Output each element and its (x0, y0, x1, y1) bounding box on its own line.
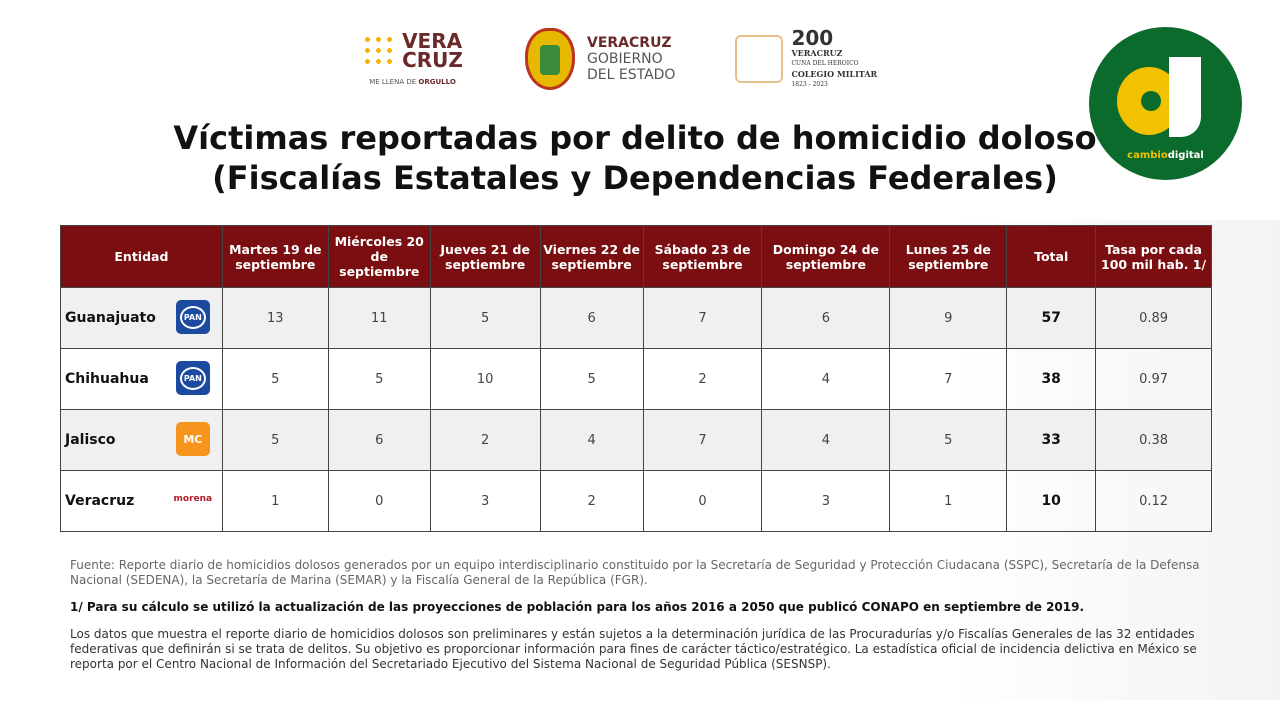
total-cell: 57 (1006, 287, 1097, 349)
logo-text: GOBIERNO (587, 51, 663, 67)
logo-text: CUNA DEL HEROICO (791, 60, 859, 67)
party-logo-icon: PAN (175, 361, 210, 395)
value-cell: 9 (889, 287, 1008, 349)
rate-cell: 0.89 (1095, 287, 1212, 349)
column-header: Martes 19 de septiembre (221, 225, 329, 288)
veracruz-brand-logo: VERA CRUZ ME LLENA DE ORGULLO (360, 29, 465, 86)
logo-tagline-bold: ORGULLO (418, 78, 456, 86)
party-label: PAN (179, 305, 206, 329)
value-cell: 13 (221, 287, 329, 349)
column-header: Miércoles 20 de septiembre (327, 225, 431, 288)
value-cell: 4 (539, 409, 644, 471)
logo-text: CRUZ (402, 48, 463, 72)
value-cell: 6 (539, 287, 644, 349)
total-cell: 10 (1006, 470, 1097, 532)
entity-name: Veracruz (65, 493, 135, 509)
bicentenario-logo: 200 VERACRUZ CUNA DEL HEROICO COLEGIO MILIT… (735, 28, 877, 90)
entity-cell: Jalisco MC (60, 409, 223, 471)
table-row: Chihuahua PAN 5 5 10 5 2 4 7 38 0.97 (60, 348, 1212, 410)
coat-of-arms-icon (525, 28, 575, 90)
logo-text: VERACRUZ (791, 48, 843, 58)
logo-text: 1823 - 2023 (791, 81, 828, 88)
column-header: Total (1006, 225, 1097, 288)
value-cell: 6 (327, 409, 431, 471)
cambiodigital-logo: ® cambiodigital (1089, 27, 1250, 180)
value-cell: 5 (539, 348, 644, 410)
value-cell: 6 (761, 287, 891, 349)
value-cell: 7 (642, 287, 763, 349)
column-header: Jueves 21 de septiembre (429, 225, 541, 288)
party-logo-icon: morena (171, 489, 214, 509)
value-cell: 7 (889, 348, 1008, 410)
value-cell: 5 (429, 287, 541, 349)
entity-name: Jalisco (65, 432, 116, 448)
knot-icon (362, 34, 397, 68)
logo-text: digital (1167, 150, 1204, 161)
value-cell: 2 (429, 409, 541, 471)
footnote: 1/ Para su cálculo se utilizó la actuali… (70, 600, 1085, 614)
column-header: Entidad (60, 225, 223, 288)
title-line: Víctimas reportadas por delito de homici… (173, 119, 1097, 157)
logo-d-shape (1169, 57, 1201, 137)
party-label: MC (183, 432, 203, 446)
logo-text: VERA (402, 29, 463, 53)
rate-cell: 0.38 (1095, 409, 1212, 471)
party-label: morena (173, 494, 213, 504)
value-cell: 4 (761, 409, 891, 471)
column-header: Tasa por cada 100 mil hab. 1/ (1095, 225, 1212, 288)
logo-bar: VERA CRUZ ME LLENA DE ORGULLO VERACRUZ GOB… (360, 28, 877, 90)
rate-cell: 0.97 (1095, 348, 1212, 410)
frame-icon (735, 35, 784, 83)
value-cell: 0 (642, 470, 763, 532)
value-cell: 5 (221, 348, 329, 410)
logo-text: cambio (1127, 150, 1168, 161)
column-header: Lunes 25 de septiembre (889, 225, 1008, 288)
value-cell: 3 (761, 470, 891, 532)
value-cell: 7 (642, 409, 763, 471)
entity-name: Guanajuato (65, 310, 156, 326)
notes: Fuente: Reporte diario de homicidios dol… (70, 558, 1210, 684)
value-cell: 0 (327, 470, 431, 532)
value-cell: 5 (889, 409, 1008, 471)
logo-text: VERACRUZ (587, 35, 672, 51)
entity-cell: Veracruz morena (60, 470, 223, 532)
value-cell: 5 (221, 409, 329, 471)
column-header: Sábado 23 de septiembre (642, 225, 763, 288)
entity-cell: Chihuahua PAN (60, 348, 223, 410)
source-note: Fuente: Reporte diario de homicidios dol… (70, 558, 1200, 587)
party-logo-icon: PAN (175, 300, 210, 334)
value-cell: 10 (429, 348, 541, 410)
logo-text: 200 (791, 26, 834, 50)
title-line: (Fiscalías Estatales y Dependencias Fede… (212, 159, 1058, 197)
value-cell: 1 (221, 470, 329, 532)
page-title: Víctimas reportadas por delito de homici… (0, 118, 1270, 198)
homicide-table: Entidad Martes 19 de septiembre Miércoles … (60, 225, 1212, 532)
column-header: Viernes 22 de septiembre (539, 225, 644, 288)
registered-icon: ® (1236, 49, 1250, 65)
total-cell: 38 (1006, 348, 1097, 410)
value-cell: 2 (642, 348, 763, 410)
logo-text: DEL ESTADO (587, 67, 676, 83)
total-cell: 33 (1006, 409, 1097, 471)
table-row: Veracruz morena 1 0 3 2 0 3 1 10 0.12 (60, 470, 1212, 532)
value-cell: 5 (327, 348, 431, 410)
entity-cell: Guanajuato PAN (60, 287, 223, 349)
gobierno-logo: VERACRUZ GOBIERNO DEL ESTADO (525, 28, 675, 90)
column-header: Domingo 24 de septiembre (761, 225, 891, 288)
table-row: Jalisco MC 5 6 2 4 7 4 5 33 0.38 (60, 409, 1212, 471)
value-cell: 4 (761, 348, 891, 410)
rate-cell: 0.12 (1095, 470, 1212, 532)
table-row: Guanajuato PAN 13 11 5 6 7 6 9 57 0.89 (60, 287, 1212, 349)
party-label: PAN (179, 366, 206, 390)
logo-text: COLEGIO MILITAR (791, 69, 878, 79)
value-cell: 11 (327, 287, 431, 349)
value-cell: 2 (539, 470, 644, 532)
value-cell: 3 (429, 470, 541, 532)
logo-tagline: ME LLENA DE (369, 78, 417, 86)
value-cell: 1 (889, 470, 1008, 532)
disclaimer: Los datos que muestra el reporte diario … (70, 627, 1197, 671)
entity-name: Chihuahua (65, 371, 149, 387)
party-logo-icon: MC (175, 422, 210, 456)
